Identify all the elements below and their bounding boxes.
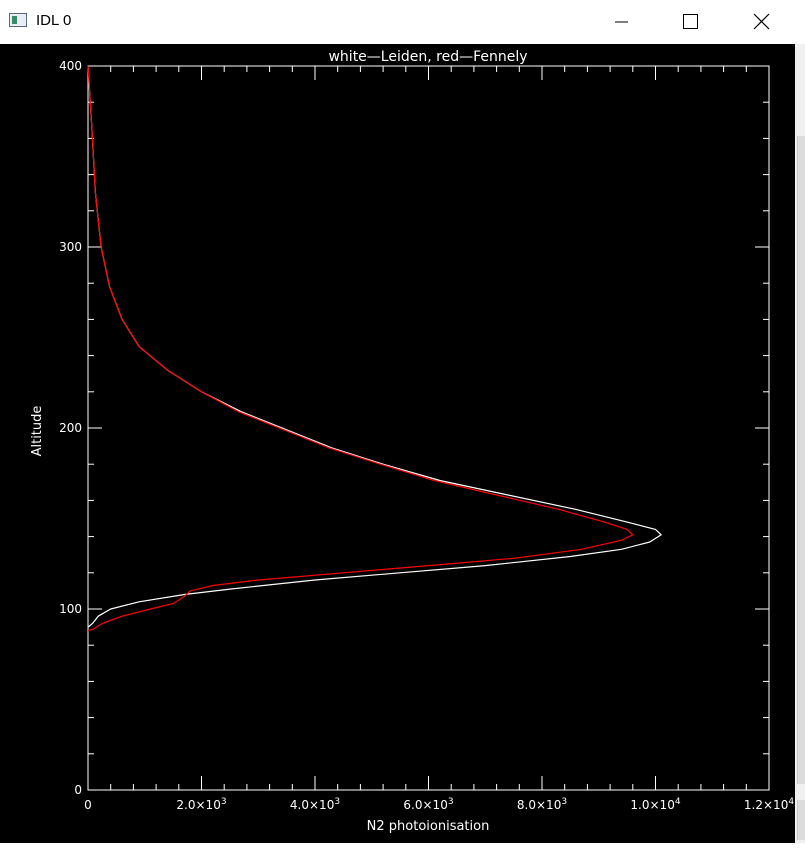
y-axis-label: Altitude: [30, 406, 45, 457]
minimize-icon: [615, 21, 628, 23]
chart-svg: white—Leiden, red—Fennely N2 photoionisa…: [30, 49, 794, 834]
x-tick-label: 6.0×103: [403, 797, 453, 812]
close-icon: [753, 13, 770, 30]
background-window-edge: [795, 44, 805, 843]
axes-layer: 0 2.0×103 4.0×103 6.0×103 8.0×103 1.0×104 1.2×…: [59, 59, 794, 812]
window-title: IDL 0: [36, 12, 72, 29]
series-layer: [87, 65, 662, 632]
close-button[interactable]: [738, 0, 784, 44]
plot-frame: [87, 65, 770, 791]
x-tick-label: 2.0×103: [176, 797, 226, 812]
x-tick-label: 4.0×103: [290, 797, 340, 812]
y-tick-label: 200: [59, 421, 82, 435]
series-line-red: [87, 65, 634, 632]
y-tick-label: 300: [59, 240, 82, 254]
maximize-button[interactable]: [667, 0, 713, 44]
x-tick-label: 0: [84, 798, 92, 812]
minimize-button[interactable]: [598, 0, 644, 44]
maximize-icon: [683, 14, 698, 29]
plot-canvas: white—Leiden, red—Fennely N2 photoionisa…: [0, 44, 795, 843]
x-tick-label: 8.0×103: [517, 797, 567, 812]
chart-title: white—Leiden, red—Fennely: [328, 49, 527, 65]
scrollbar-track[interactable]: [797, 136, 805, 784]
y-tick-label: 0: [74, 783, 82, 797]
scrollbar-thumb[interactable]: [797, 800, 805, 840]
idl-window-icon: [9, 13, 27, 27]
x-tick-label: 1.0×104: [630, 797, 680, 812]
x-axis-label: N2 photoionisation: [367, 819, 490, 834]
y-tick-label: 400: [59, 59, 82, 73]
y-tick-label: 100: [59, 602, 82, 616]
window-titlebar[interactable]: IDL 0: [0, 0, 805, 44]
series-line-white: [87, 65, 662, 628]
x-tick-label: 1.2×104: [744, 797, 794, 812]
